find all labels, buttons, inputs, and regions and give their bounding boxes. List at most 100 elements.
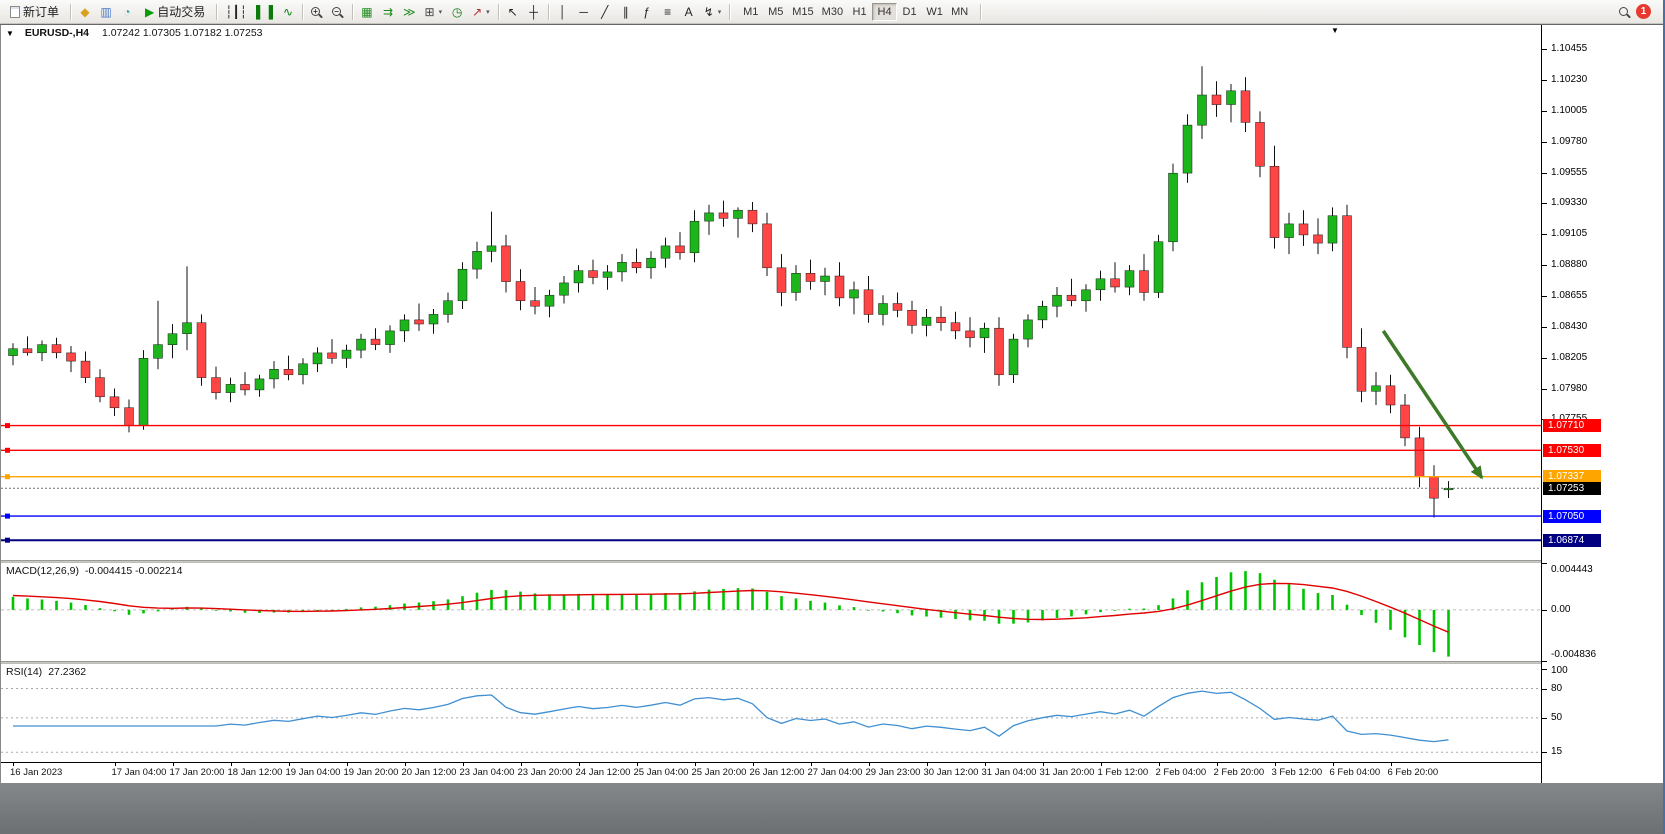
scale-tick (1542, 388, 1547, 390)
equidistant-channel-icon[interactable]: ∥ (616, 2, 636, 22)
timeframe-d1[interactable]: D1 (902, 5, 917, 18)
candle-body (573, 270, 584, 284)
arrows-tool-icon[interactable]: ↯ ▾ (700, 2, 726, 22)
candle-body (704, 212, 714, 222)
navigator-icon: ◔ (123, 4, 131, 19)
zoom-in-icon[interactable]: + (307, 2, 327, 22)
candle-body (617, 262, 627, 273)
candles (8, 66, 1454, 518)
line-anchor[interactable] (5, 447, 10, 453)
scale-tick (1542, 357, 1547, 359)
price-pane[interactable]: ▼ EURUSD-,H4 1.07242 1.07305 1.07182 1.0… (1, 25, 1542, 560)
candle-body (1153, 241, 1164, 293)
macd-bar (1026, 609, 1030, 623)
candle-body (747, 209, 758, 225)
time-tick (810, 763, 812, 766)
macd-signal-line (12, 582, 1449, 633)
candle-body (791, 273, 801, 293)
candle-body (979, 327, 990, 339)
macd-bar (1113, 609, 1117, 611)
candle-body (1356, 347, 1367, 392)
macd-bar (1316, 593, 1320, 610)
shapes-icon[interactable]: ≡ (658, 2, 678, 22)
search-icon[interactable] (1615, 2, 1635, 22)
auto-scroll-icon[interactable]: ⇉ (378, 2, 398, 22)
ohlc-bars-icon[interactable]: ┆┃┆ (221, 2, 251, 22)
macd-bar (1403, 609, 1407, 638)
toolbar-separator (70, 3, 72, 20)
time-axis[interactable]: 16 Jan 2023 17 Jan 04:00 17 Jan 20:00 18 Ja… (1, 762, 1541, 783)
price-tick-label: 1.09555 (1551, 166, 1588, 178)
macd-bar (316, 609, 319, 611)
new-order-button[interactable]: 新订单 (3, 2, 66, 22)
time-label: 23 Jan 04:00 (459, 767, 515, 778)
data-window-icon[interactable]: ▥ (96, 2, 116, 22)
timeframe-m5[interactable]: M5 (768, 5, 784, 18)
macd-scale-label: -0.004836 (1551, 649, 1597, 660)
notification-badge[interactable]: 1 (1636, 4, 1651, 19)
candle-body (167, 333, 178, 345)
line-anchor[interactable] (5, 513, 10, 519)
rsi-pane[interactable]: RSI(14) 27.2362 (1, 664, 1542, 762)
vertical-line-icon[interactable]: │ (553, 2, 573, 22)
timeframe-mn[interactable]: MN (951, 5, 969, 18)
toolbar: 新订单 ◆ ▥ ◔ ▶ 自动交易 ┆┃┆ ▌▐ ∿ + − ▦ ⇉ ≫ ⊞ ▾ ◷ ↗ ▾ ↖ ┼ │ ─ ╱ ∥ ƒ ≡ A ↯ ▾ M1… (0, 0, 1663, 24)
time-label: 31 Jan 04:00 (981, 767, 1037, 778)
macd-bar (504, 590, 508, 610)
trend-arrow[interactable] (1381, 329, 1484, 480)
macd-bar (606, 594, 609, 610)
equidistant-channel-icon: ∥ (622, 4, 629, 19)
cursor-icon[interactable]: ↖ (503, 2, 523, 22)
new-chart-icon[interactable]: ⊞ ▾ (421, 2, 447, 22)
macd-bar (1157, 605, 1160, 610)
candle-body (472, 251, 482, 270)
time-tick (13, 763, 14, 766)
line-anchor[interactable] (5, 423, 10, 429)
pane-splitter[interactable] (1, 560, 1541, 563)
text-label-icon[interactable]: A (679, 2, 699, 22)
timeframe-m15[interactable]: M15 (792, 5, 814, 18)
timeframe-h1[interactable]: H1 (852, 5, 867, 18)
navigator-icon[interactable]: ◔ (117, 2, 137, 22)
time-tick (1274, 763, 1276, 766)
price-tag: 1.07050 (1543, 509, 1601, 523)
macd-bar (142, 609, 145, 614)
price-scale[interactable]: 1.10455 1.10230 1.10005 1.09780 1.09555 1.093… (1541, 25, 1663, 783)
timeframe-w1[interactable]: W1 (926, 5, 943, 18)
candle-body (1342, 215, 1352, 348)
time-tick (1158, 763, 1160, 766)
market-watch-icon[interactable]: ◆ (75, 2, 95, 22)
timeframe-m30[interactable]: M30 (821, 5, 844, 18)
fibonacci-icon[interactable]: ƒ (637, 2, 657, 22)
line-anchor[interactable] (5, 537, 10, 543)
candle-body (834, 275, 845, 299)
line-chart-icon: ∿ (282, 4, 293, 19)
candle-body (327, 352, 337, 359)
scroll-end-marker[interactable]: ▼ (1331, 26, 1339, 35)
ohlc-bars-icon: ┆┃┆ (225, 4, 247, 19)
horizontal-line-icon[interactable]: ─ (574, 2, 594, 22)
macd-pane[interactable]: MACD(12,26,9) -0.004415 -0.002214 (1, 563, 1542, 661)
chart-shift-icon[interactable]: ≫ (399, 2, 420, 22)
candle-body (646, 257, 656, 269)
indicators-icon[interactable]: ↗ ▾ (468, 2, 494, 22)
trendline-icon[interactable]: ╱ (595, 2, 615, 22)
period-clock-icon[interactable]: ◷ (447, 2, 467, 22)
crosshair-icon[interactable]: ┼ (524, 2, 544, 22)
tile-windows-icon[interactable]: ▦ (357, 2, 377, 22)
macd-bar (664, 593, 667, 610)
autotrading-button[interactable]: ▶ 自动交易 (138, 2, 212, 22)
toolbar-separator (729, 3, 731, 20)
candle-body (80, 360, 91, 378)
timeframe-m1[interactable]: M1 (743, 5, 759, 18)
macd-bar (1273, 579, 1276, 610)
candle-body (515, 281, 526, 301)
line-chart-icon[interactable]: ∿ (278, 2, 298, 22)
pane-splitter[interactable] (1, 661, 1541, 664)
timeframe-h4[interactable]: H4 (872, 2, 898, 21)
macd-bar (896, 609, 899, 614)
line-anchor[interactable] (5, 474, 10, 480)
candlestick-chart-icon[interactable]: ▌▐ (252, 2, 277, 22)
zoom-out-icon[interactable]: − (328, 2, 348, 22)
